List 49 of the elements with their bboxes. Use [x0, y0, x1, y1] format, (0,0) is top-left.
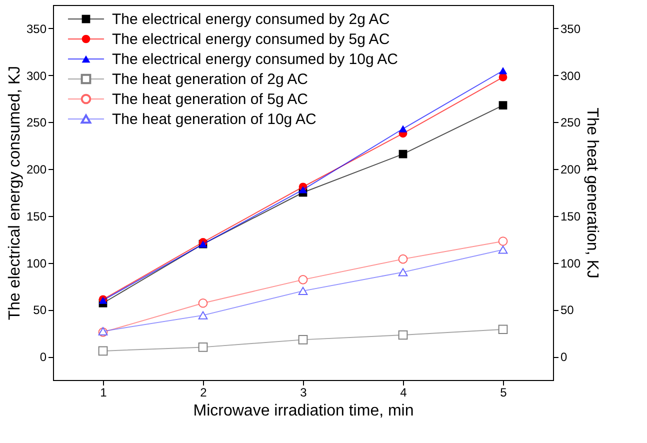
y2-tick-label: 150	[560, 209, 581, 224]
legend-label: The electrical energy consumed by 5g AC	[112, 31, 390, 48]
point	[498, 236, 508, 246]
x-tick-label: 4	[400, 386, 408, 400]
point	[498, 67, 508, 74]
y-tick-label: 200	[26, 162, 47, 177]
point	[98, 346, 108, 356]
y2-tick-label: 300	[560, 68, 581, 83]
y2-axis-title: The heat generation, KJ	[584, 108, 601, 278]
y2-tick-label: 0	[560, 350, 568, 364]
y2-tick-label: 200	[560, 162, 581, 177]
point	[198, 342, 208, 352]
y2-tick-label: 50	[560, 303, 574, 318]
point	[398, 330, 408, 340]
y-tick-label: 0	[40, 350, 47, 364]
y-tick-label: 50	[33, 303, 47, 318]
x-tick-label: 3	[300, 386, 308, 400]
point	[398, 125, 408, 132]
x-tick-label: 1	[100, 386, 108, 400]
y-axis-title: The electrical energy consumed, KJ	[6, 66, 24, 320]
legend-label: The electrical energy consumed by 2g AC	[112, 11, 390, 28]
point	[298, 186, 308, 194]
legend-label: The heat generation of 5g AC	[112, 91, 308, 108]
y2-tick-label: 250	[560, 116, 581, 130]
legend-label: The heat generation of 2g AC	[112, 71, 308, 88]
x-tick-label: 2	[200, 386, 208, 400]
legend-label: The electrical energy consumed by 10g AC	[112, 51, 398, 68]
y-tick-label: 100	[26, 256, 47, 270]
x-tick-label: 5	[500, 386, 508, 400]
point	[298, 335, 308, 344]
legend-label: The heat generation of 10g AC	[112, 111, 316, 128]
y2-tick-label: 100	[560, 256, 581, 270]
point	[298, 286, 308, 296]
point	[198, 311, 208, 320]
point	[398, 268, 408, 276]
y-tick-label: 300	[26, 68, 47, 83]
x-axis-title: Microwave irradiation time, min	[193, 402, 414, 420]
y-tick-label: 350	[26, 22, 47, 36]
point	[198, 298, 208, 308]
point	[498, 324, 508, 334]
y2-tick-label: 350	[560, 22, 581, 36]
point	[498, 73, 508, 82]
point	[398, 150, 408, 158]
y-tick-label: 250	[26, 116, 47, 130]
point	[498, 101, 508, 110]
point	[398, 254, 408, 264]
point	[498, 246, 508, 254]
point	[298, 275, 308, 284]
y-tick-label: 150	[26, 209, 47, 224]
